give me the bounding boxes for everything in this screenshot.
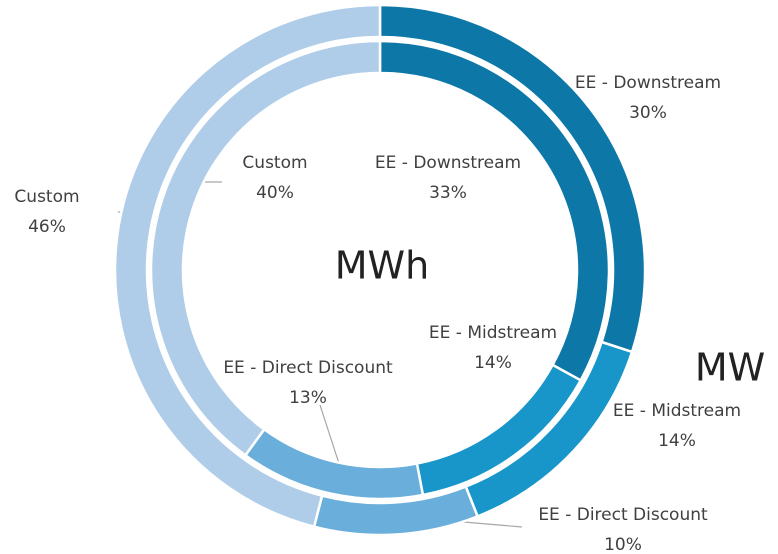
slice-category-label: EE - Downstream — [575, 73, 721, 93]
slice-value-label: 33% — [429, 183, 467, 203]
ring-slice — [149, 39, 382, 458]
slice-value-label: 40% — [256, 183, 294, 203]
slice-category-label: Custom — [14, 187, 79, 207]
outer-ring-name: MW — [695, 346, 765, 390]
slice-category-label: EE - Midstream — [613, 401, 741, 421]
slice-category-label: EE - Midstream — [429, 323, 557, 343]
slice-value-label: 14% — [658, 431, 696, 451]
slice-category-label: EE - Downstream — [375, 153, 521, 173]
ring-slice — [113, 3, 382, 529]
slice-category-label: EE - Direct Discount — [223, 358, 393, 378]
slice-value-label: 14% — [474, 353, 512, 373]
slice-value-label: 30% — [629, 103, 667, 123]
inner-ring-name: MWh — [335, 244, 429, 288]
slice-value-label: 46% — [28, 217, 66, 237]
slice-category-label: Custom — [242, 153, 307, 173]
slice-category-label: EE - Direct Discount — [538, 505, 708, 525]
slice-value-label: 13% — [289, 388, 327, 408]
slice-value-label: 10% — [604, 535, 642, 554]
